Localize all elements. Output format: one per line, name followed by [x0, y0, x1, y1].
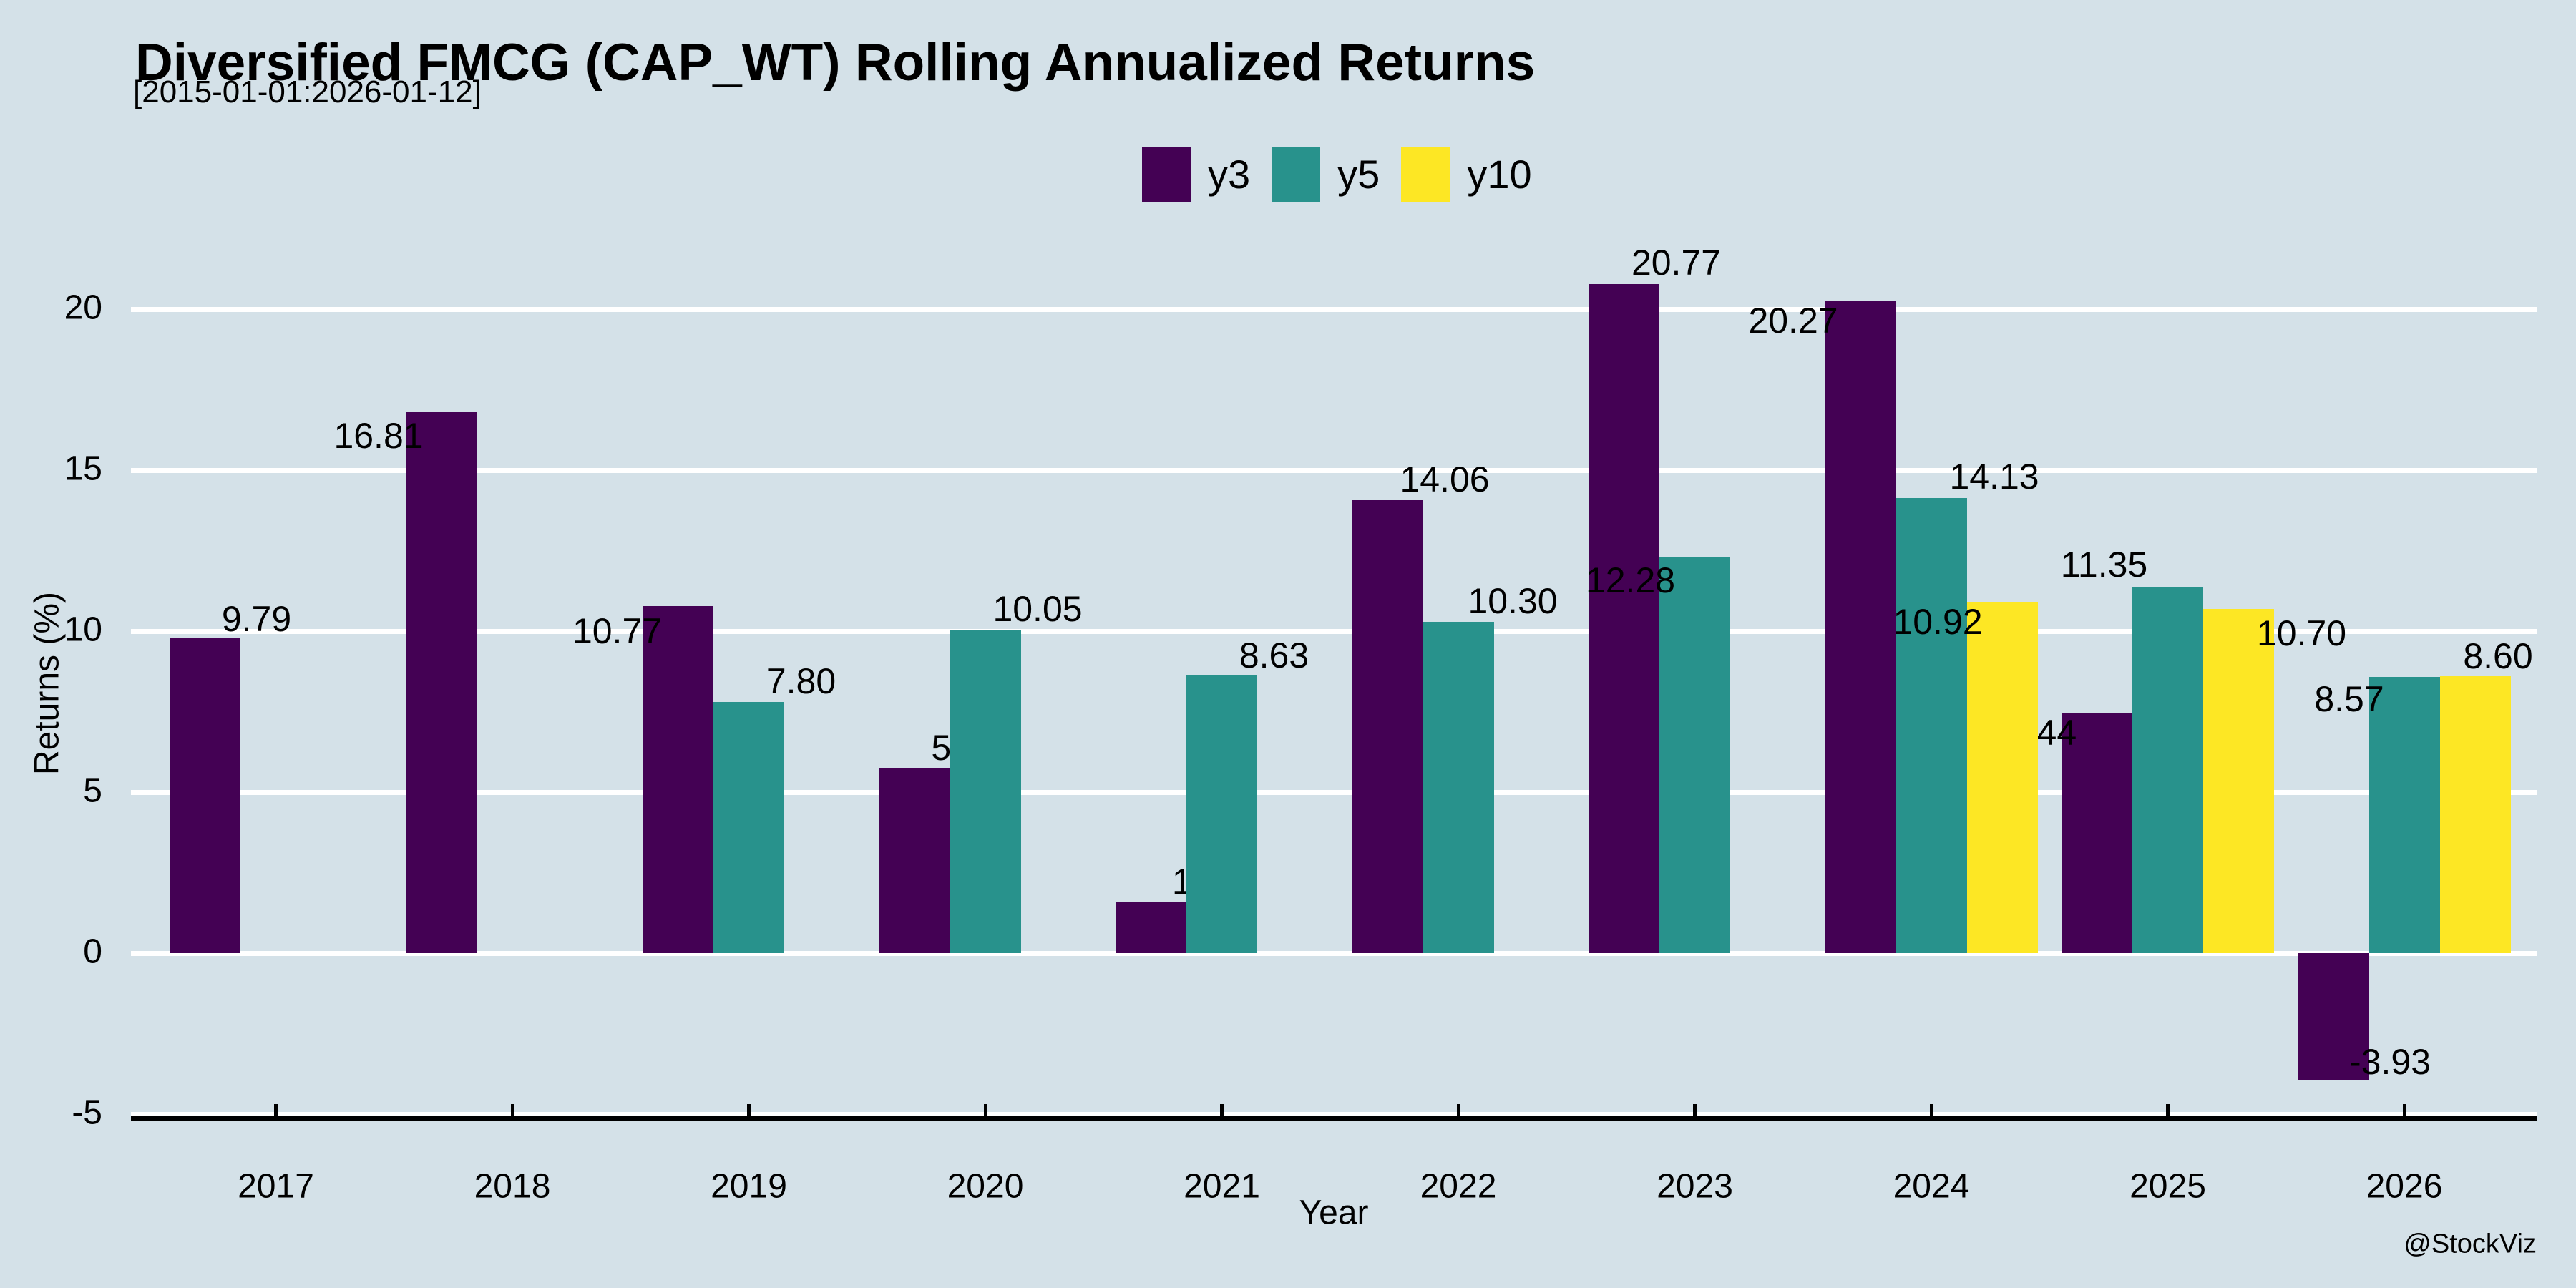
bar-2024-y5	[1896, 498, 1967, 953]
bar-value-label: 10.70	[2256, 613, 2347, 653]
bar-2021-y5	[1186, 675, 1257, 953]
watermark: @StockViz	[2404, 1229, 2537, 1259]
bar-value-label: 8.57	[2314, 679, 2384, 720]
bar-value-label: 20.27	[1748, 300, 1838, 341]
bar-value-label: 16.81	[333, 415, 424, 456]
gridline	[131, 1111, 2537, 1117]
x-axis-tick	[1220, 1104, 1224, 1118]
legend-item-y3: y3	[1142, 147, 1250, 202]
x-axis-tick	[747, 1104, 751, 1118]
chart-title: Diversified FMCG (CAP_WT) Rolling Annual…	[135, 34, 1536, 92]
x-tick-label: 2023	[1657, 1167, 1733, 1206]
bar-2025-y3	[2062, 713, 2132, 953]
x-axis-line	[131, 1116, 2537, 1121]
x-axis-tick	[510, 1104, 514, 1118]
x-tick-label: 2024	[1893, 1167, 1970, 1206]
x-tick-label: 2019	[711, 1167, 787, 1206]
x-axis-tick	[1456, 1104, 1460, 1118]
bar-value-label: -3.93	[2349, 1041, 2431, 1082]
bar-value-label: 8.60	[2463, 635, 2533, 676]
x-axis-title: Year	[1299, 1194, 1369, 1232]
bar-value-label: 11.35	[2060, 545, 2148, 585]
bar-value-label: 14.06	[1400, 459, 1490, 500]
chart-legend: y3 y5 y10	[1142, 147, 1532, 202]
y-tick-label: 10	[64, 610, 102, 649]
legend-label: y10	[1467, 152, 1532, 197]
x-axis-tick	[274, 1104, 278, 1118]
x-tick-label: 2026	[2366, 1167, 2443, 1206]
bar-2019-y5	[713, 702, 784, 953]
legend-label: y3	[1208, 152, 1251, 197]
bar-value-label: 20.77	[1631, 243, 1722, 283]
gridline	[131, 306, 2537, 312]
bar-2024-y10	[1966, 601, 2038, 953]
bar-2017-y3	[170, 638, 240, 953]
x-tick-label: 2025	[2129, 1167, 2206, 1206]
bar-value-label: 10.05	[992, 588, 1083, 629]
bar-value-label: 12.28	[1585, 560, 1676, 601]
y-tick-label: -5	[72, 1093, 102, 1132]
y-tick-label: 0	[83, 932, 102, 971]
y-tick-label: 20	[64, 288, 102, 327]
x-tick-label: 2018	[474, 1167, 551, 1206]
bar-value-label: 10.92	[1893, 601, 1983, 642]
bar-value-label: 7.80	[766, 660, 836, 701]
bar-2022-y5	[1423, 621, 1494, 953]
bar-2026-y3	[2298, 953, 2369, 1080]
bar-2023-y5	[1659, 557, 1730, 953]
bar-2021-y3	[1116, 902, 1186, 953]
x-tick-label: 2017	[238, 1167, 314, 1206]
x-axis-tick	[2402, 1104, 2406, 1118]
bar-2019-y3	[643, 606, 713, 953]
bar-2022-y3	[1352, 500, 1423, 953]
bar-value-label: 9.79	[221, 599, 292, 640]
bar-2025-y5	[2132, 587, 2203, 953]
x-tick-label: 2022	[1420, 1167, 1497, 1206]
bar-value-label: 10.77	[572, 611, 663, 652]
gridline	[131, 950, 2537, 956]
x-axis-tick	[1693, 1104, 1697, 1118]
chart-subtitle: [2015-01-01:2026-01-12]	[133, 74, 482, 109]
x-tick-label: 2021	[1184, 1167, 1260, 1206]
x-axis-tick	[1929, 1104, 1933, 1118]
gridline	[131, 467, 2537, 473]
bar-2026-y10	[2439, 676, 2511, 953]
bar-value-label: 10.30	[1468, 580, 1558, 621]
bar-2026-y5	[2368, 677, 2440, 953]
bar-value-label: 14.13	[1949, 456, 2039, 497]
bar-2023-y3	[1589, 284, 1659, 953]
legend-swatch-y10	[1401, 147, 1450, 202]
legend-swatch-y3	[1142, 147, 1191, 202]
legend-item-y5: y5	[1272, 147, 1380, 202]
y-tick-label: 15	[64, 449, 102, 488]
legend-item-y10: y10	[1401, 147, 1532, 202]
bar-2020-y5	[950, 629, 1021, 953]
x-axis-tick	[983, 1104, 987, 1118]
legend-label: y5	[1337, 152, 1380, 197]
bar-2018-y3	[406, 411, 477, 953]
y-tick-label: 5	[83, 771, 102, 810]
gridline	[131, 789, 2537, 795]
bar-2020-y3	[879, 768, 950, 953]
x-axis-tick	[2166, 1104, 2170, 1118]
y-axis-title: Returns (%)	[28, 591, 67, 776]
x-tick-label: 2020	[947, 1167, 1024, 1206]
bar-2024-y3	[1825, 300, 1896, 953]
legend-swatch-y5	[1272, 147, 1321, 202]
bar-value-label: 8.63	[1239, 635, 1309, 675]
gridline	[131, 628, 2537, 634]
bar-2025-y10	[2203, 608, 2274, 953]
